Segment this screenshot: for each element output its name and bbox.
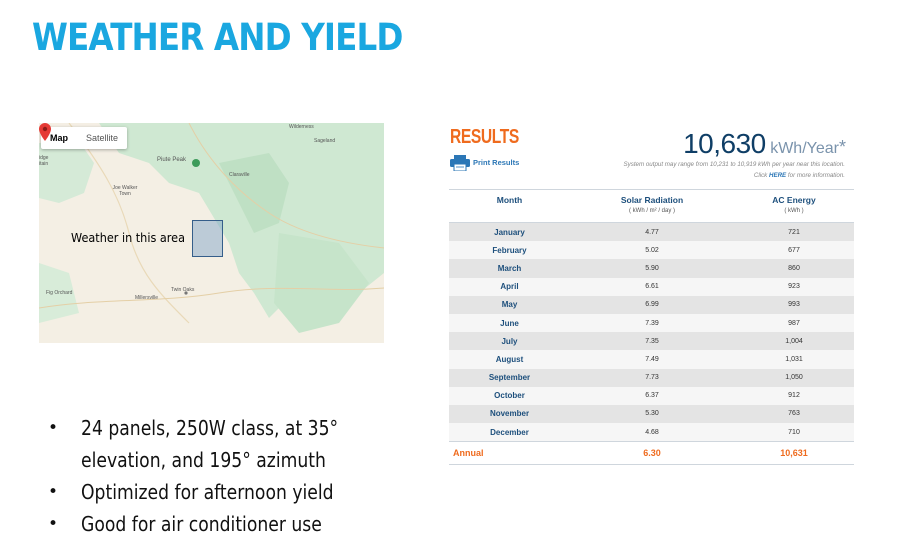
map-place-label: Piute Peak xyxy=(157,157,187,163)
map-place-label: Claraville xyxy=(229,172,250,178)
list-item: • Good for air conditioner use xyxy=(48,512,322,536)
annual-total-value: 10,630 xyxy=(683,128,766,159)
table-row: September 7.73 1,050 xyxy=(449,368,854,387)
table-row: December 4.68 710 xyxy=(449,423,854,442)
map-type-tabs: Map Satellite xyxy=(41,127,128,149)
table-row: July 7.35 1,004 xyxy=(449,332,854,351)
map-place-label: idge xyxy=(39,155,49,161)
cell-ac: 912 xyxy=(788,392,800,400)
map-place-label: Joe Walker Town xyxy=(112,185,138,197)
list-item: • 24 panels, 250W class, at 35° xyxy=(48,416,339,440)
cell-solar: 5.30 xyxy=(645,410,659,418)
print-results-link[interactable]: Print Results xyxy=(473,158,520,167)
cell-ac: 923 xyxy=(788,283,800,291)
cell-month: November xyxy=(489,409,530,419)
weather-area-label: Weather in this area xyxy=(71,230,185,245)
cell-solar: 4.77 xyxy=(645,228,659,236)
table-row: May 6.99 993 xyxy=(449,295,854,314)
table-row: August 7.49 1,031 xyxy=(449,350,854,369)
cell-month: September xyxy=(488,373,531,383)
cell-ac: 993 xyxy=(788,301,800,309)
cell-month: August xyxy=(495,354,524,364)
results-table: Month Solar Radiation ( kWh / m² / day )… xyxy=(449,189,854,466)
list-item: elevation, and 195° azimuth xyxy=(81,448,326,472)
annual-total-unit: kWh/Year xyxy=(770,140,839,157)
asterisk: * xyxy=(838,137,846,157)
column-header-month: Month xyxy=(496,195,523,205)
cell-month: February xyxy=(492,245,527,255)
table-row: February 5.02 677 xyxy=(449,241,854,260)
printer-icon[interactable] xyxy=(450,155,470,171)
annual-row: Annual 6.30 10,631 xyxy=(449,441,854,466)
more-info-prefix: Click xyxy=(753,172,769,179)
cell-month: December xyxy=(490,427,529,437)
cell-ac: 1,004 xyxy=(785,337,803,345)
cell-solar: 6.99 xyxy=(645,301,659,309)
solar-header-unit: ( kWh / m² / day ) xyxy=(628,208,675,214)
cell-month: June xyxy=(500,318,519,328)
cell-solar: 7.39 xyxy=(645,319,659,327)
cell-solar: 7.35 xyxy=(645,337,659,345)
annual-label: Annual xyxy=(453,448,484,459)
map-terrain xyxy=(39,123,384,333)
cell-month: April xyxy=(500,282,519,292)
column-header-solar: Solar Radiation ( kWh / m² / day ) xyxy=(570,190,734,222)
cell-ac: 710 xyxy=(788,428,800,436)
cell-solar: 5.02 xyxy=(645,246,659,254)
table-row: January 4.77 721 xyxy=(449,223,854,242)
cell-month: January xyxy=(494,227,525,237)
map-pin-icon[interactable] xyxy=(39,123,51,141)
table-row: April 6.61 923 xyxy=(449,277,854,296)
range-note: System output may range from 10,231 to 1… xyxy=(623,161,846,168)
cell-solar: 7.73 xyxy=(645,374,659,382)
more-info-link[interactable]: HERE xyxy=(768,172,787,179)
map-place-label: Millersville xyxy=(135,295,159,301)
page-title: WEATHER AND YIELD xyxy=(32,16,403,59)
map-place-label: Sageland xyxy=(314,138,336,144)
table-header: Month Solar Radiation ( kWh / m² / day )… xyxy=(449,189,854,223)
cell-month: March xyxy=(497,263,522,273)
cell-ac: 860 xyxy=(788,264,800,272)
list-item: • Optimized for afternoon yield xyxy=(48,480,334,504)
highlights-list: • 24 panels, 250W class, at 35° elevation… xyxy=(48,412,380,540)
map-place-label: itain xyxy=(39,161,49,167)
table-row: October 6.37 912 xyxy=(449,386,854,405)
map-tab-map[interactable]: Map xyxy=(50,133,68,143)
solar-header-label: Solar Radiation xyxy=(620,195,684,205)
ac-header-unit: ( kWh ) xyxy=(784,208,804,214)
cell-solar: 6.37 xyxy=(645,392,659,400)
table-body: January 4.77 721 February 5.02 677 March 5.90 86… xyxy=(449,223,854,442)
cell-solar: 4.68 xyxy=(645,428,659,436)
table-row: November 5.30 763 xyxy=(449,404,854,424)
cell-ac: 721 xyxy=(788,228,800,236)
cell-ac: 1,050 xyxy=(785,374,803,382)
annual-solar: 6.30 xyxy=(643,448,661,459)
cell-month: May xyxy=(501,300,518,310)
cell-solar: 6.61 xyxy=(645,283,659,291)
map-place-label: Twin Oaks xyxy=(171,287,195,293)
cell-solar: 5.90 xyxy=(645,264,659,272)
cell-ac: 677 xyxy=(788,246,800,254)
column-header-ac: AC Energy ( kWh ) xyxy=(734,190,854,222)
cell-month: October xyxy=(494,391,525,401)
table-row: June 7.39 987 xyxy=(449,313,854,333)
weather-area-box xyxy=(192,220,223,257)
cell-ac: 987 xyxy=(788,319,800,327)
cell-solar: 7.49 xyxy=(645,355,659,363)
location-map[interactable]: Map Satellite Wilderness Sageland Piute … xyxy=(39,123,384,343)
more-info-note: Click HERE for more information. xyxy=(754,172,845,179)
map-place-label: Wilderness xyxy=(289,124,314,130)
annual-ac: 10,631 xyxy=(780,448,808,459)
cell-month: July xyxy=(501,336,518,346)
cell-ac: 763 xyxy=(788,410,800,418)
map-tab-satellite[interactable]: Satellite xyxy=(86,133,119,143)
ac-header-label: AC Energy xyxy=(772,195,816,205)
results-title: RESULTS xyxy=(450,126,519,148)
more-info-suffix: for more information. xyxy=(786,172,845,179)
annual-total: 10,630 kWh/Year* xyxy=(683,128,846,160)
map-place-label: Fig Orchard xyxy=(46,290,73,296)
table-row: March 5.90 860 xyxy=(449,259,854,278)
cell-ac: 1,031 xyxy=(785,355,803,363)
